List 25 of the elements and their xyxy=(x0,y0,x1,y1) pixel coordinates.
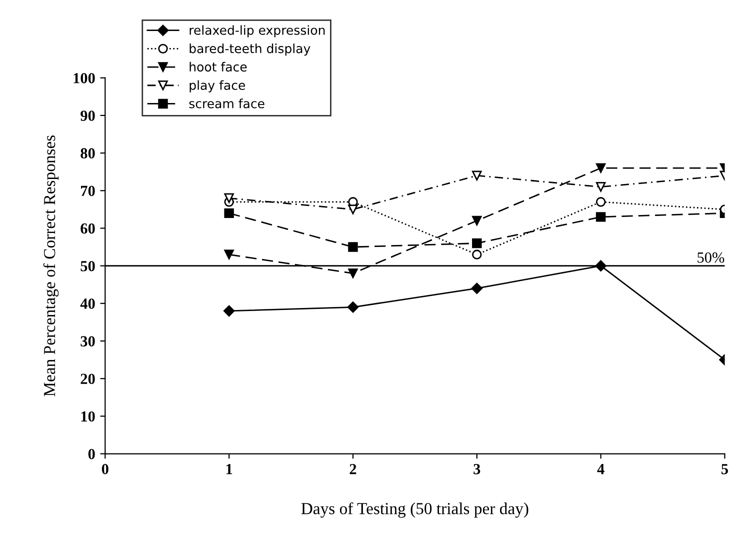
y-axis-title: Mean Percentage of Correct Responses xyxy=(43,135,59,396)
ref-line-label: 50% xyxy=(698,252,724,263)
y-tick-label: 100 xyxy=(74,73,95,84)
legend-label: relaxed-lip expression xyxy=(190,25,325,38)
x-tick-label: 0 xyxy=(102,464,108,474)
legend-label: scream face xyxy=(189,98,264,108)
x-axis-title: Days of Testing (50 trials per day) xyxy=(301,502,528,518)
y-tick-label: 60 xyxy=(80,223,95,234)
x-tick-label: 1 xyxy=(226,464,232,474)
y-tick-label: 10 xyxy=(81,411,95,422)
y-tick-label: 70 xyxy=(81,186,95,196)
y-tick-label: 40 xyxy=(80,298,95,309)
legend-label: hoot face xyxy=(190,62,247,72)
y-tick-label: 0 xyxy=(88,448,95,460)
y-tick-label: 30 xyxy=(80,336,95,346)
y-tick-label: 90 xyxy=(80,110,95,121)
y-tick-label: 50 xyxy=(80,260,95,272)
x-tick-label: 5 xyxy=(722,464,728,474)
x-tick-label: 4 xyxy=(597,464,604,474)
legend-label: play face xyxy=(190,80,246,92)
y-tick-label: 20 xyxy=(80,374,95,384)
y-tick-label: 80 xyxy=(80,148,95,158)
x-tick-label: 2 xyxy=(350,464,356,474)
x-tick-label: 3 xyxy=(474,464,480,474)
legend-label: bared-teeth display xyxy=(190,44,310,56)
